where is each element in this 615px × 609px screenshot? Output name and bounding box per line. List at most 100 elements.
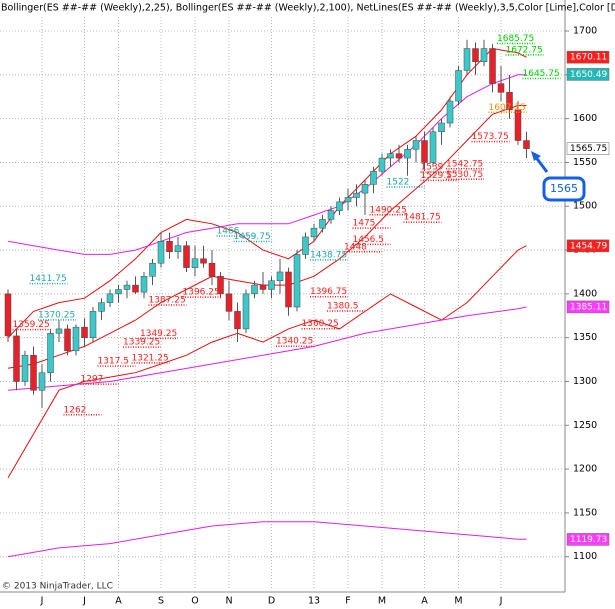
candle-body: [98, 302, 105, 312]
candle-body: [472, 48, 479, 62]
callout-arrowhead: [531, 151, 541, 161]
candle-body: [353, 192, 360, 198]
candle-body: [234, 311, 241, 330]
x-tick-label: J: [499, 596, 503, 607]
candle-body: [480, 48, 488, 62]
x-tick-label: A: [421, 596, 428, 607]
candle-body: [38, 372, 46, 391]
candle-body: [361, 184, 369, 194]
netline-label: 1645.75: [523, 69, 560, 79]
netline-label: 1542.75: [446, 159, 483, 169]
chart-title: Bollinger(ES ##-## (Weekly),2,25), Bolli…: [1, 3, 615, 14]
y-tick-label: 1200: [573, 464, 597, 475]
netline-label: 1411.75: [30, 274, 67, 284]
y-tick-label: 1350: [573, 332, 597, 343]
candle-body: [293, 254, 301, 308]
netline-label: 1459.75: [234, 232, 271, 242]
price-tag: [566, 533, 610, 546]
candle-body: [455, 70, 462, 102]
price-tag: [566, 142, 610, 155]
x-tick-label: F: [345, 596, 350, 607]
band-line: [7, 105, 527, 369]
x-tick-label: M: [378, 596, 386, 607]
y-tick-label: 1600: [573, 113, 597, 124]
price-tag-label: 1119.73: [570, 535, 607, 545]
netline-label: 1339.25: [123, 338, 160, 348]
netline-label: 1349.25: [140, 329, 177, 339]
candle-body: [276, 271, 284, 281]
candle-body: [387, 153, 394, 159]
netline-label: 1448: [344, 242, 367, 252]
callout-text: 1565: [550, 182, 578, 195]
candle-body: [13, 335, 20, 382]
netline-label: 1672.75: [506, 45, 543, 55]
candle-body: [404, 149, 411, 159]
band-line: [7, 521, 527, 558]
price-tag: [566, 50, 610, 64]
candle-body: [421, 140, 428, 163]
candle-body: [259, 284, 267, 290]
netline-label: 1360.25: [302, 319, 339, 329]
x-tick-label: N: [225, 596, 232, 607]
candle-body: [30, 354, 37, 391]
candle-body: [319, 219, 326, 229]
x-tick-label: J: [40, 596, 44, 607]
netline-label: 1359.25: [13, 320, 50, 330]
netline-label: 1475: [353, 219, 376, 229]
candle-body: [106, 293, 114, 303]
candle-body: [174, 245, 182, 253]
x-tick-label: O: [191, 596, 198, 607]
netline-label: 1317.5: [98, 357, 130, 367]
band-line: [7, 306, 527, 391]
candle-body: [81, 326, 88, 338]
candle-body: [412, 140, 420, 150]
netline-label: 1387.25: [149, 296, 186, 306]
netline-label: 1573.75: [472, 132, 509, 142]
netline-label: 1466: [217, 227, 240, 237]
y-tick-label: 1150: [573, 507, 597, 518]
candle-body: [463, 48, 471, 71]
candle-body: [506, 92, 513, 111]
candle-body: [72, 326, 80, 352]
candle-body: [302, 236, 309, 255]
netline-label: 1297: [81, 375, 104, 385]
netline-label: 1539: [421, 163, 444, 173]
candle-body: [166, 241, 173, 253]
candle-body: [140, 276, 148, 293]
candle-body: [497, 83, 505, 93]
price-tag-label: 1650.49: [570, 70, 607, 80]
candle-body: [446, 100, 454, 124]
candle-body: [47, 333, 54, 373]
candle-body: [149, 262, 156, 277]
price-tag: [566, 300, 610, 314]
candle-body: [242, 293, 250, 330]
candle-body: [89, 311, 97, 338]
candle-body: [55, 328, 63, 334]
candle-body: [191, 258, 199, 268]
price-tag-label: 1454.79: [570, 241, 607, 251]
y-tick-label: 1500: [573, 201, 597, 212]
candle-body: [310, 227, 318, 238]
netline-label: 1380.5: [327, 301, 359, 311]
netline-label: 1438.75: [310, 250, 347, 260]
y-tick-label: 1700: [573, 26, 597, 37]
netline-label: 1262: [64, 405, 87, 415]
x-tick-label: M: [454, 596, 462, 607]
candle-body: [208, 262, 216, 277]
candle-body: [395, 153, 403, 159]
candle-body: [64, 328, 71, 352]
netline-label: 1481.75: [404, 213, 441, 223]
band-line: [7, 47, 527, 339]
netline-label: 1396.75: [310, 287, 347, 297]
y-tick-label: 1250: [573, 420, 597, 431]
candle-body: [217, 276, 224, 295]
netline-label: 1607.25: [489, 103, 526, 113]
callout-box: [542, 176, 586, 202]
netline-label: 1456.5: [353, 235, 385, 245]
candle-body: [327, 210, 335, 220]
price-tag: [566, 239, 610, 253]
netline-label: 1529.5: [421, 171, 453, 181]
netline-label: 1685.75: [497, 34, 534, 44]
